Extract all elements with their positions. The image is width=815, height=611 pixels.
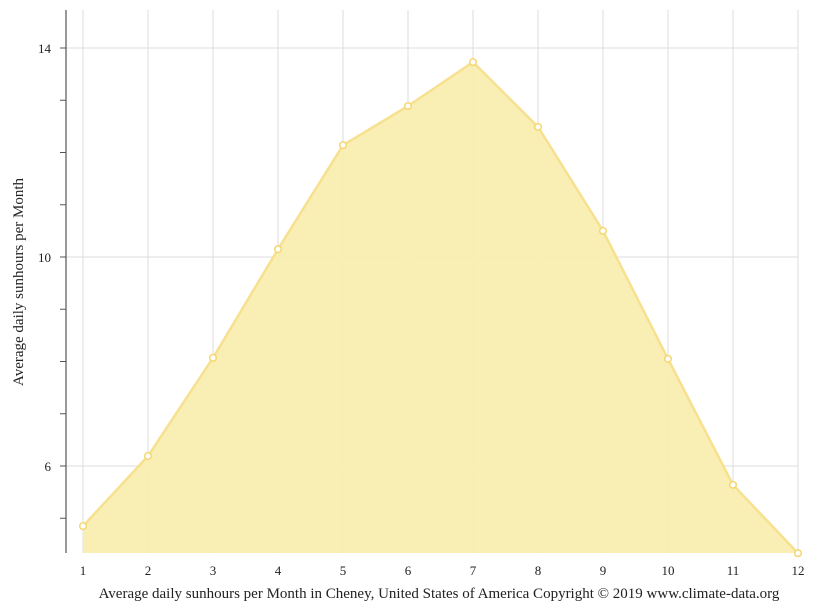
x-tick-label: 2 <box>145 563 152 578</box>
data-point <box>338 141 348 150</box>
data-point <box>598 226 608 235</box>
x-tick-label: 4 <box>275 563 282 578</box>
data-point <box>468 58 478 67</box>
x-tick-label: 12 <box>792 563 805 578</box>
x-tick-label: 9 <box>600 563 607 578</box>
data-point <box>273 245 283 254</box>
data-point <box>208 353 218 362</box>
x-tick-label: 3 <box>210 563 217 578</box>
data-point <box>78 522 88 531</box>
x-tick-label: 7 <box>470 563 477 578</box>
data-point <box>728 480 738 489</box>
data-point <box>793 549 803 558</box>
x-tick-label: 8 <box>535 563 542 578</box>
data-point <box>143 452 153 461</box>
y-axis-label: Average daily sunhours per Month <box>11 178 27 387</box>
x-tick-label: 10 <box>662 563 675 578</box>
data-point <box>663 354 673 363</box>
data-point <box>403 101 413 111</box>
data-point <box>533 122 543 131</box>
series-line <box>82 60 799 555</box>
y-tick-label: 6 <box>45 459 52 474</box>
x-tick-label: 6 <box>405 563 412 578</box>
x-axis-label: Average daily sunhours per Month in Chen… <box>99 586 780 602</box>
x-tick-label: 11 <box>727 563 740 578</box>
x-tick-label: 5 <box>340 563 347 578</box>
y-tick-label: 10 <box>38 250 51 265</box>
area-fill <box>83 62 798 554</box>
x-tick-label: 1 <box>80 563 87 578</box>
y-tick-label: 14 <box>38 41 52 56</box>
